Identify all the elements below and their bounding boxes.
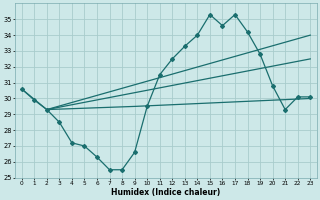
X-axis label: Humidex (Indice chaleur): Humidex (Indice chaleur) bbox=[111, 188, 220, 197]
